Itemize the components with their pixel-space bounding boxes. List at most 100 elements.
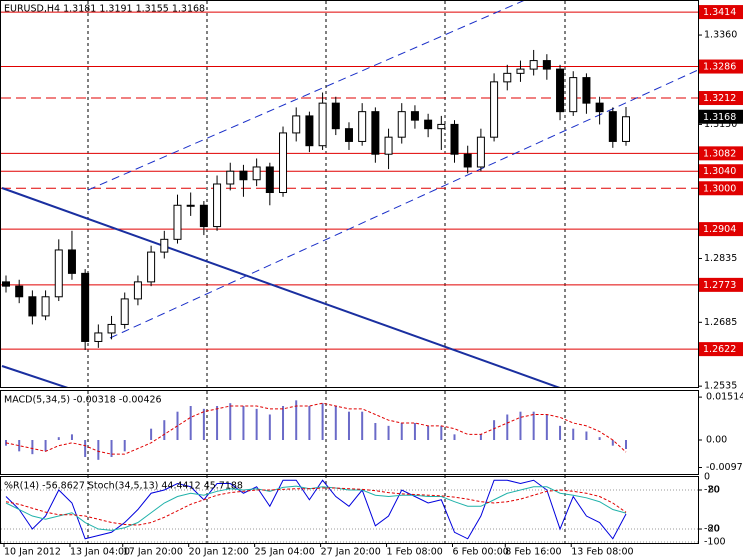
macd-title: MACD(5,34,5) -0.00318 -0.00426 [4,395,162,406]
x-tick-label: 20 Jan 12:00 [189,547,249,558]
level-label-box [699,5,743,20]
candle-body [371,111,380,155]
y-tick-label: 1.3360 [704,30,737,41]
candle-body [358,111,367,142]
level-label: 1.2904 [703,224,736,235]
candle-body [226,170,235,185]
level-label-box [699,181,743,196]
x-tick-label: 13 Jan 04:00 [70,547,130,558]
candle-body [67,249,76,274]
trendline [1,187,561,387]
x-tick-label: 17 Jan 20:00 [123,547,183,558]
oscillator-line [5,487,627,526]
level-label: 1.3286 [703,62,736,73]
candle-body [516,68,525,74]
candle-body [608,111,617,142]
candle-body [2,281,10,287]
oscillator-line [5,479,627,540]
candle-body [542,60,551,70]
candle-body [173,204,182,240]
candle-body [490,81,499,138]
candle-body [252,166,261,181]
candle-body [94,332,103,342]
candle-body [397,111,406,138]
oscillator-title: %R(14) -56.8627 Stoch(34,5,13) 44.4412 4… [4,481,243,492]
candle-body [384,136,393,155]
candle-body [28,296,37,317]
candle-body [437,123,446,130]
level-label: 1.3000 [703,183,736,194]
candle-body [463,153,472,168]
y-tick-label: -20 [704,485,720,496]
candle-body [503,72,512,83]
y-tick-label: 0 [704,472,710,483]
candle-body [529,60,538,70]
y-tick-label: 1.2835 [704,253,737,264]
candle-body [279,132,288,194]
level-label: 1.3082 [703,148,736,159]
candle-body [265,166,274,194]
candle-body [582,77,591,104]
oscillator-line [5,485,627,531]
level-label-box [699,59,743,74]
y-tick-label: 1.2535 [704,381,737,392]
channel-upper [87,1,524,191]
y2-tick-label: 80 [708,485,720,496]
x-tick-label: 6 Feb 00:00 [453,547,509,558]
candle-body [556,68,565,113]
macd-signal [5,402,627,455]
candle-body [595,102,604,113]
level-label: 1.2622 [703,344,736,355]
period-separators [87,1,566,543]
candle-body [344,128,353,142]
candle-body [305,115,314,147]
level-label: 1.3414 [703,7,736,18]
level-label: 1.2773 [703,280,736,291]
trendline [1,365,69,387]
candle-body [107,323,116,334]
level-label-box [699,164,743,179]
marks: 1.3360 1.3150 1.2835 1.2685 1.2535 1.3168 10 J… [1,30,743,558]
candle-body [81,272,90,342]
candle-body [450,123,459,155]
x-tick-label: 27 Jan 20:00 [321,547,381,558]
candle-body [213,183,222,228]
y-tick-label: -0.0097 [706,462,743,473]
candle-body [318,102,327,147]
x-tick-label: 13 Feb 08:00 [571,547,633,558]
y-tick-label: 1.3150 [704,119,737,130]
x-tick-label: 8 Feb 16:00 [505,547,561,558]
chart-title: EURUSD,H4 1.3181 1.3191 1.3155 1.3168 [4,4,205,15]
x-tick-label: 10 Jan 2012 [4,547,61,558]
candle-body [199,204,208,228]
level-label-box [699,222,743,237]
candle-body [569,77,578,113]
candle-body [239,170,248,181]
level-label-box [699,146,743,161]
level-label: 1.3212 [703,93,736,104]
candle-body [424,119,433,130]
level-label-box [699,277,743,292]
y2-tick-label: 20 [708,524,720,535]
y-tick-label: 1.2685 [704,317,737,328]
y-tick-label: -80 [704,524,720,535]
y-tick-label: 0.00 [706,435,727,446]
x-tick-label: 1 Feb 08:00 [387,547,443,558]
candle-body [147,251,156,283]
x-tick-label: 25 Jan 04:00 [255,547,315,558]
candle-body [15,285,24,298]
candle-body [476,136,485,168]
candle-body [133,281,142,300]
candle-body [41,296,50,317]
candle-body [120,298,129,325]
candle-body [186,204,195,207]
candle-body [292,115,301,134]
candle-body [410,111,419,121]
y-tick-label: -100 [704,537,726,548]
last-price-box [699,109,743,124]
candle-body [331,102,340,130]
candle-body [622,116,630,142]
level-label-box [699,91,743,106]
